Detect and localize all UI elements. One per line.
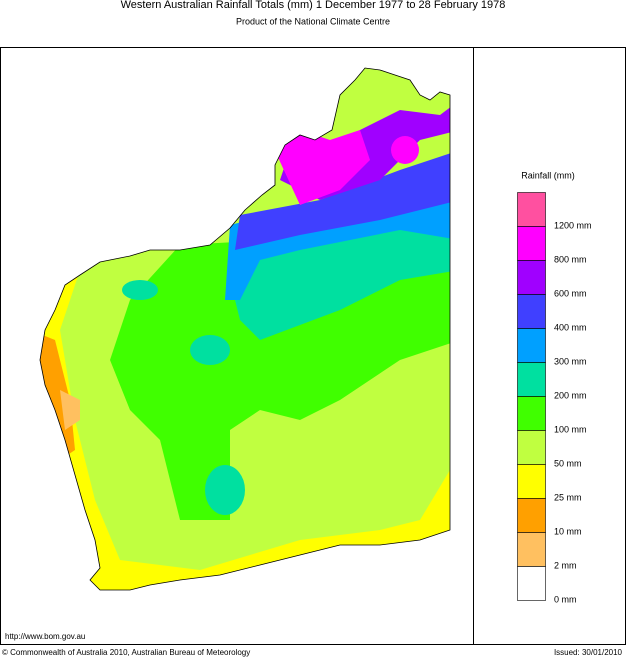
legend-swatch (517, 328, 546, 363)
legend-label: 300 mm (554, 356, 587, 366)
legend-label: 200 mm (554, 390, 587, 400)
legend-label: 100 mm (554, 424, 587, 434)
legend-label: 0 mm (554, 594, 577, 604)
legend-swatch (517, 294, 546, 329)
map (40, 68, 450, 590)
legend-label: 10 mm (554, 526, 582, 536)
legend-label: 25 mm (554, 492, 582, 502)
title: Western Australian Rainfall Totals (mm) … (121, 0, 506, 11)
legend-label: 600 mm (554, 288, 587, 298)
footer-copyright: © Commonwealth of Australia 2010, Austra… (2, 648, 250, 657)
legend: 1200 mm 800 mm 600 mm 400 mm 300 mm 200 mm 100… (517, 192, 592, 604)
legend-swatch (517, 226, 546, 261)
footer-issued: Issued: 30/01/2010 (554, 648, 623, 657)
coastline (39, 67, 451, 591)
legend-swatch (517, 464, 546, 499)
legend-swatch (517, 532, 546, 567)
legend-label: 800 mm (554, 254, 587, 264)
legend-swatch (517, 566, 546, 601)
legend-swatch (517, 260, 546, 295)
legend-label: 50 mm (554, 458, 582, 468)
subtitle: Product of the National Climate Centre (236, 16, 390, 26)
legend-swatch (517, 430, 546, 465)
legend-label: 400 mm (554, 322, 587, 332)
legend-title: Rainfall (mm) (521, 170, 575, 180)
legend-swatch (517, 192, 546, 227)
legend-label: 1200 mm (554, 220, 592, 230)
legend-swatch (517, 362, 546, 397)
legend-swatch (517, 498, 546, 533)
footer-url: http://www.bom.gov.au (5, 632, 85, 641)
legend-label: 2 mm (554, 560, 577, 570)
legend-swatch (517, 396, 546, 431)
